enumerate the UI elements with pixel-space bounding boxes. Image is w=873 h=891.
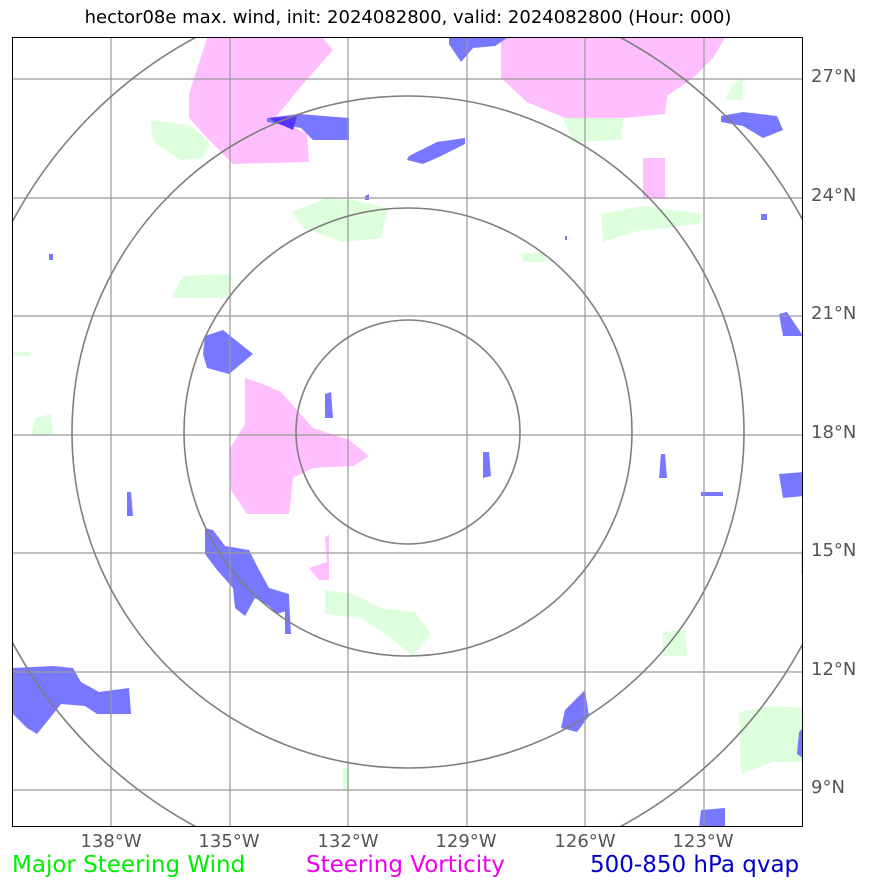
qvap-patch (779, 472, 802, 498)
wind-patch (13, 352, 31, 356)
qvap-patch (127, 492, 133, 516)
qvap-patch (13, 666, 131, 734)
lat-label: 27°N (811, 66, 857, 87)
wind-patch (739, 706, 802, 774)
qvap-patch (407, 138, 465, 164)
qvap-patch (701, 492, 723, 496)
vorticity-patch (229, 378, 369, 514)
wind-patch (171, 274, 231, 298)
qvap-patch (797, 729, 802, 758)
qvap-patch (561, 690, 589, 732)
qvap-patch (483, 452, 491, 478)
lat-label: 12°N (811, 659, 857, 680)
lon-label: 138°W (80, 831, 142, 852)
vorticity-patch (189, 38, 333, 164)
vorticity-patch (309, 534, 329, 580)
lat-label: 18°N (811, 422, 857, 443)
lat-label: 9°N (811, 777, 845, 798)
lon-label: 129°W (435, 831, 497, 852)
vorticity-patch (801, 549, 802, 574)
qvap-patch (449, 38, 507, 62)
range-ring (13, 38, 802, 826)
lon-label: 135°W (198, 831, 260, 852)
map-canvas (13, 38, 802, 826)
qvap-patch (721, 112, 783, 138)
chart-title: hector08e max. wind, init: 2024082800, v… (84, 7, 732, 28)
wind-patch (521, 252, 547, 262)
lat-label: 21°N (811, 303, 857, 324)
range-ring (183, 207, 633, 657)
wind-patch (725, 78, 743, 100)
qvap-layer (13, 38, 802, 826)
legend-steering-vorticity: Steering Vorticity (306, 852, 505, 878)
qvap-patch (269, 116, 297, 130)
qvap-patch (365, 194, 369, 200)
lat-label: 15°N (811, 540, 857, 561)
qvap-patch (659, 454, 667, 478)
wind-patch (325, 590, 431, 656)
lat-label: 24°N (811, 185, 857, 206)
range-ring (295, 319, 521, 545)
qvap-patch (203, 330, 253, 374)
wind-patch (663, 630, 687, 656)
steering-vorticity-layer (189, 38, 802, 580)
range-rings (13, 38, 802, 826)
qvap-patch (285, 598, 291, 634)
map-panel (12, 37, 803, 827)
qvap-patch (325, 392, 333, 418)
legend-steering-wind: Major Steering Wind (12, 852, 246, 878)
qvap-patch (205, 528, 289, 616)
vorticity-patch (501, 38, 725, 118)
qvap-patch (779, 312, 802, 336)
lon-label: 132°W (317, 831, 379, 852)
wind-patch (601, 206, 703, 242)
graticule (13, 38, 802, 826)
steering-wind-layer (13, 78, 802, 790)
wind-patch (31, 414, 53, 436)
wind-patch (563, 118, 623, 142)
wind-patch (151, 120, 209, 160)
range-ring (71, 95, 745, 769)
lon-label: 123°W (672, 831, 734, 852)
wind-patch (291, 198, 388, 242)
lon-label: 126°W (554, 831, 616, 852)
vorticity-patch (643, 158, 665, 198)
legend-qvap: 500-850 hPa qvap (590, 852, 800, 878)
qvap-patch (565, 236, 567, 240)
qvap-patch (699, 808, 725, 826)
qvap-patch (49, 254, 53, 260)
qvap-patch (761, 214, 767, 220)
